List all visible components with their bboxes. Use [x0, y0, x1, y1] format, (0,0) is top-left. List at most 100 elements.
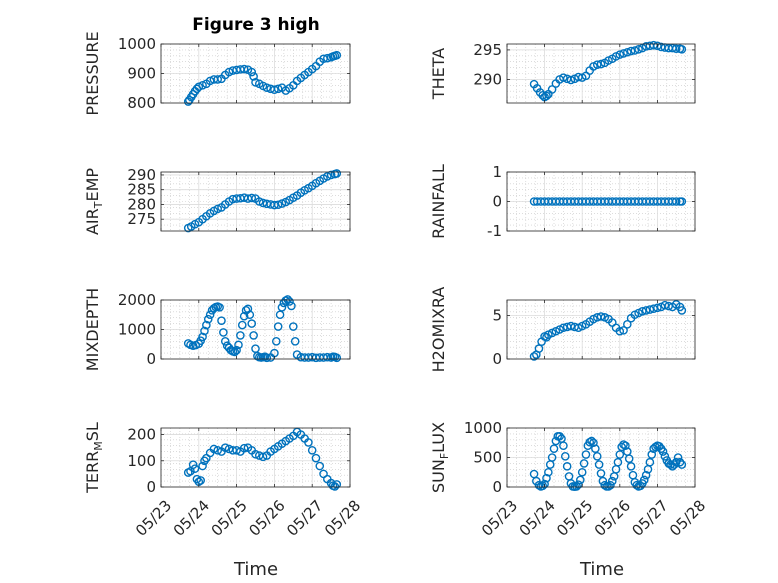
axes-box	[506, 299, 696, 360]
data-point	[220, 336, 230, 346]
y-tick-label: 0	[146, 350, 156, 368]
data-point	[323, 172, 332, 181]
data-point	[619, 49, 628, 58]
data-point	[202, 320, 211, 330]
data-point	[596, 312, 606, 321]
data-point	[277, 303, 287, 312]
data-point	[236, 331, 245, 340]
y-tick-label: 2000	[118, 291, 156, 309]
data-point	[673, 453, 683, 462]
data-point	[311, 453, 321, 463]
data-points	[529, 40, 687, 102]
y-axis-label: RAINFALL	[429, 164, 448, 239]
data-point	[315, 461, 325, 471]
data-point	[243, 304, 253, 314]
data-point	[615, 450, 625, 459]
data-point	[594, 460, 604, 469]
y-tick-label: 800	[127, 94, 156, 112]
data-point	[639, 475, 649, 485]
data-point	[273, 200, 283, 210]
data-point	[626, 46, 636, 56]
data-point	[271, 336, 281, 346]
data-point	[323, 53, 332, 63]
x-axis-label-right: Time	[579, 559, 624, 580]
y-tick-label: 280	[127, 195, 156, 213]
data-point	[538, 91, 548, 100]
data-point	[592, 60, 602, 69]
data-point	[559, 441, 568, 451]
y-tick-label: 900	[127, 65, 156, 83]
data-point	[213, 445, 222, 455]
data-point	[285, 297, 294, 306]
data-point	[220, 443, 230, 452]
x-tick-label: 05/23	[478, 497, 521, 540]
data-point	[230, 347, 240, 357]
data-point	[653, 303, 662, 313]
data-point	[615, 50, 625, 59]
data-point	[245, 310, 255, 320]
data-point	[258, 452, 268, 462]
data-point	[562, 462, 572, 471]
data-point	[287, 301, 296, 311]
data-point	[273, 322, 283, 331]
data-point	[607, 476, 617, 486]
data-point	[624, 454, 634, 463]
data-point	[332, 353, 342, 363]
y-axis-label: H2OMIXRA	[429, 287, 448, 373]
data-point	[653, 41, 662, 51]
data-point	[205, 310, 215, 320]
data-point	[606, 480, 615, 490]
y-tick-label: 200	[127, 426, 156, 444]
data-point	[251, 78, 260, 87]
data-point	[596, 59, 606, 69]
data-point	[587, 436, 596, 446]
data-point	[254, 197, 264, 206]
data-point	[239, 64, 249, 74]
data-point	[617, 442, 626, 452]
x-tick-label: 05/24	[170, 497, 213, 540]
x-tick-label: 05/25	[208, 497, 251, 540]
data-point	[262, 353, 272, 363]
y-axis-label: TERRMSL	[83, 422, 105, 494]
data-point	[619, 326, 628, 335]
data-point	[239, 311, 249, 321]
data-point	[623, 319, 632, 329]
data-point	[544, 467, 553, 477]
figure-title: Figure 3 high	[192, 15, 320, 35]
x-tick-label: 05/25	[553, 497, 596, 540]
data-point	[288, 322, 298, 331]
y-tick-label: -1	[487, 222, 502, 240]
data-point	[215, 303, 224, 312]
data-point	[671, 44, 681, 54]
data-point	[194, 82, 204, 92]
data-point	[677, 460, 687, 469]
y-tick-label: 290	[473, 70, 502, 88]
data-point	[596, 469, 606, 478]
y-tick-label: 1	[492, 163, 502, 181]
data-point	[591, 444, 600, 453]
subplot-mixdepth: 0 1000 2000 MIXDEPTH	[83, 288, 351, 371]
data-point	[529, 352, 539, 361]
x-tick-label: 05/28	[321, 497, 364, 540]
data-point	[647, 450, 657, 459]
data-points	[183, 50, 342, 106]
y-tick-label: 1000	[118, 35, 156, 53]
data-point	[307, 445, 317, 455]
data-point	[589, 438, 598, 448]
data-point	[542, 91, 551, 101]
data-point	[217, 316, 226, 325]
data-points	[183, 427, 342, 491]
x-tick-label: 05/26	[245, 497, 288, 540]
data-point	[196, 476, 205, 485]
data-point	[577, 467, 587, 477]
subplot-h2omixra: 0 5 H2OMIXRA	[429, 287, 696, 373]
data-point	[198, 461, 207, 471]
data-point	[549, 444, 559, 453]
data-point	[677, 306, 687, 315]
x-tick-label: 05/26	[591, 497, 634, 540]
data-point	[304, 438, 313, 447]
data-point	[547, 453, 557, 462]
y-axis-label: THETA	[429, 48, 448, 100]
